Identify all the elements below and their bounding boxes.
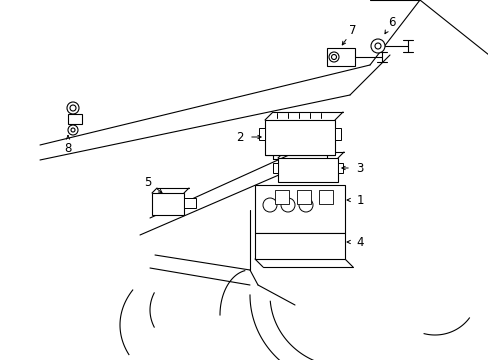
Text: 3: 3: [356, 162, 363, 175]
Circle shape: [71, 128, 75, 132]
Circle shape: [370, 39, 384, 53]
Bar: [152, 193, 183, 215]
Text: 5: 5: [144, 176, 151, 189]
Bar: [259, 128, 264, 140]
Circle shape: [68, 125, 78, 135]
Bar: [264, 120, 334, 155]
Bar: [68, 114, 82, 124]
Text: 6: 6: [387, 15, 395, 28]
Bar: [326, 48, 354, 66]
Bar: [274, 190, 288, 204]
Bar: [334, 128, 340, 140]
Text: 4: 4: [356, 235, 363, 248]
Circle shape: [331, 54, 336, 59]
Text: 7: 7: [348, 23, 356, 36]
Bar: [278, 158, 337, 182]
Bar: [337, 163, 342, 173]
Circle shape: [298, 198, 312, 212]
Bar: [318, 190, 332, 204]
Bar: [272, 163, 278, 173]
Text: 2: 2: [236, 131, 243, 144]
Bar: [296, 190, 310, 204]
Bar: [254, 233, 345, 259]
Circle shape: [281, 198, 294, 212]
Bar: [183, 198, 196, 208]
Text: 1: 1: [356, 194, 363, 207]
Circle shape: [374, 43, 380, 49]
Circle shape: [70, 105, 76, 111]
Bar: [254, 185, 345, 233]
Circle shape: [328, 52, 338, 62]
Circle shape: [263, 198, 276, 212]
Circle shape: [67, 102, 79, 114]
Text: 8: 8: [64, 141, 72, 154]
